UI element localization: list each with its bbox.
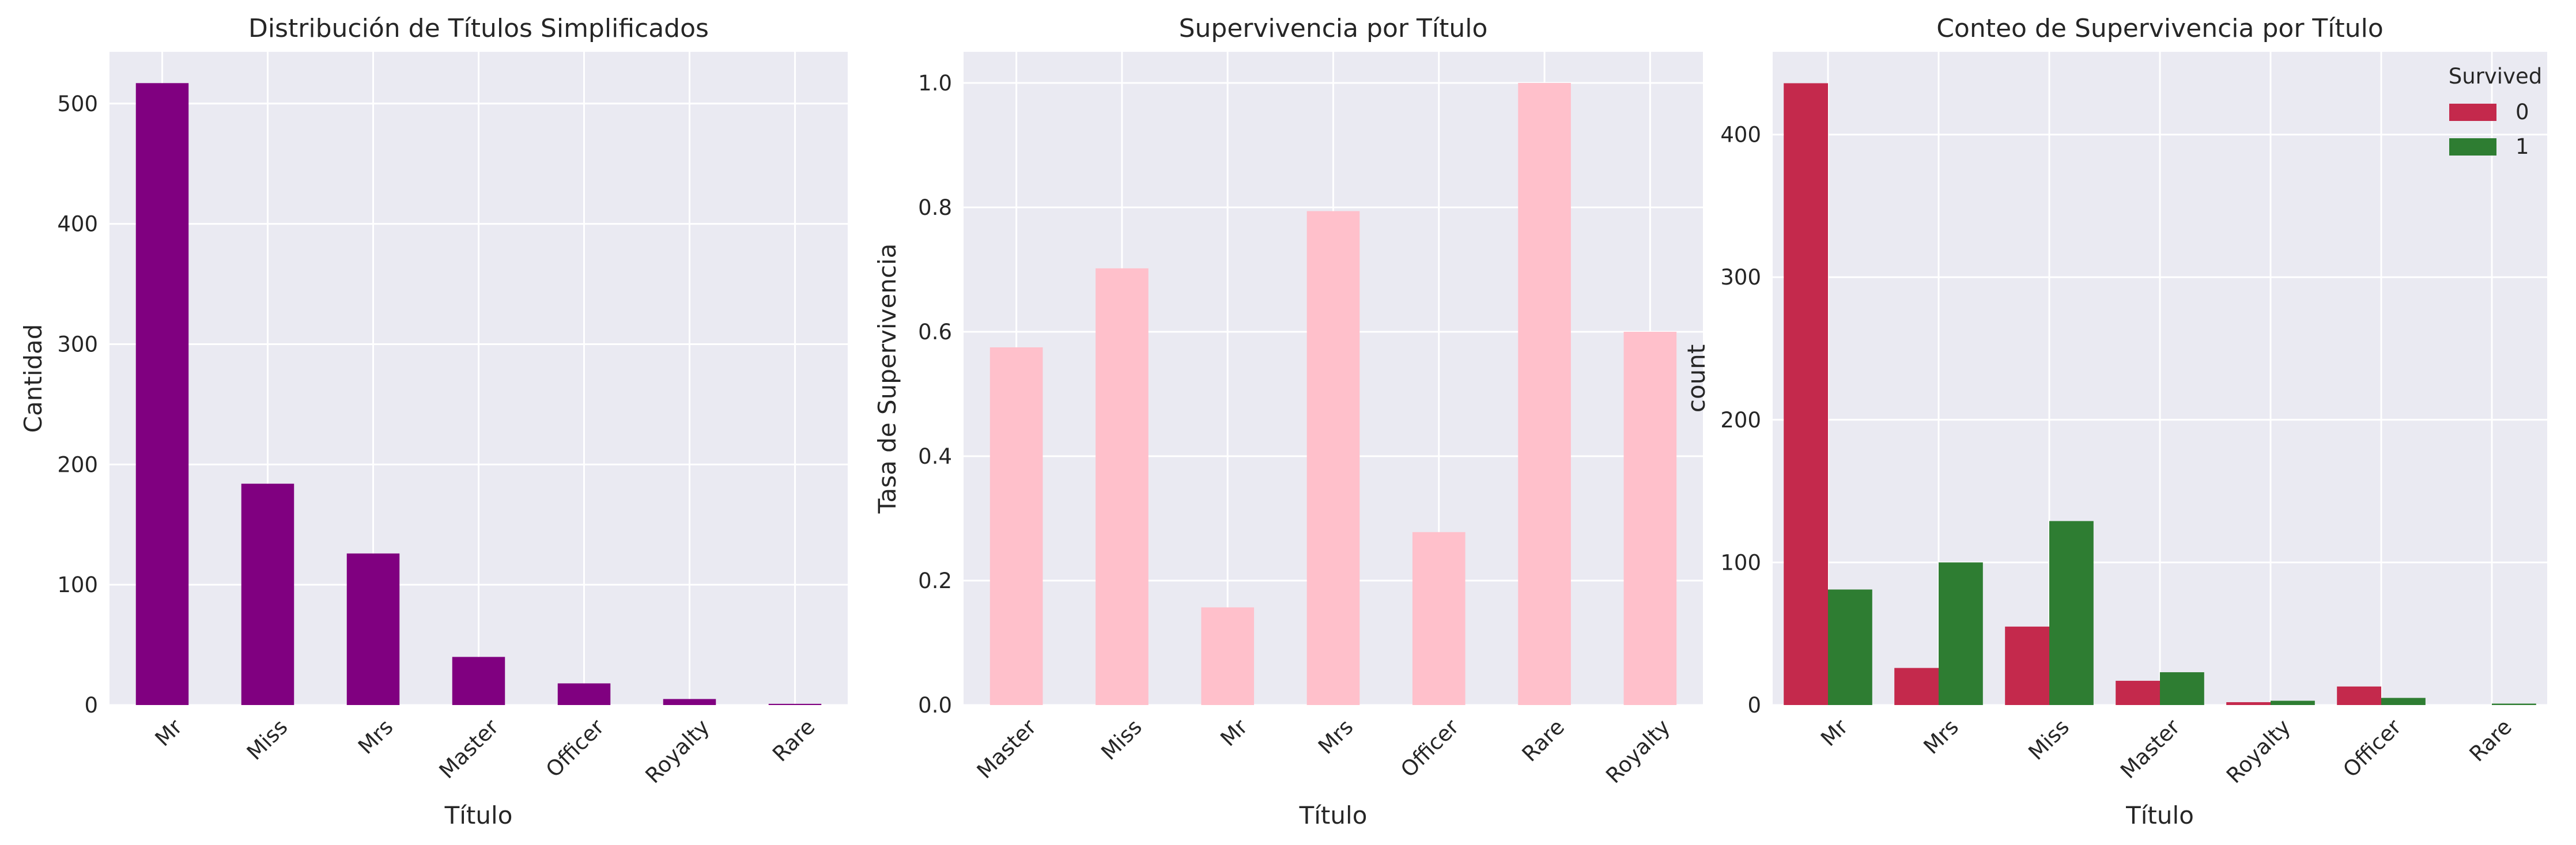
chart-title: Supervivencia por Título — [1179, 14, 1488, 43]
y-tick-label: 300 — [1720, 265, 1761, 290]
bar-series-0 — [1894, 668, 1939, 705]
x-tick-label: Miss — [2023, 714, 2074, 765]
bar-series-0 — [2337, 686, 2381, 705]
y-tick-label: 500 — [57, 92, 98, 116]
bar — [1518, 83, 1571, 705]
y-axis-label: Tasa de Supervivencia — [873, 244, 901, 514]
bar-series-1 — [2160, 672, 2204, 705]
x-tick-label: Miss — [1096, 714, 1147, 765]
x-tick-label: Mr — [150, 714, 187, 751]
x-tick-label: Mrs — [353, 714, 398, 759]
chart-title: Distribución de Títulos Simplificados — [248, 14, 709, 43]
x-tick-label: Mrs — [1313, 714, 1358, 759]
y-tick-label: 0.8 — [918, 195, 952, 220]
x-tick-label: Officer — [541, 714, 609, 782]
bar — [557, 683, 611, 705]
x-tick-label: Rare — [2465, 714, 2517, 766]
y-tick-label: 200 — [57, 452, 98, 477]
x-tick-label: Master — [972, 714, 1041, 783]
y-axis-label: count — [1682, 344, 1710, 413]
x-tick-label: Miss — [242, 714, 293, 765]
x-tick-label: Mrs — [1919, 714, 1963, 759]
y-tick-label: 200 — [1720, 408, 1761, 433]
y-tick-label: 1.0 — [918, 71, 952, 96]
y-tick-label: 0 — [1747, 693, 1761, 718]
bar — [241, 483, 294, 705]
chart-panel-3: 0 100 200 300 400 Mr Mrs Miss Master Royalty Offic… — [1682, 14, 2547, 829]
bar-series-1 — [2271, 700, 2315, 705]
y-tick-label: 400 — [1720, 123, 1761, 147]
legend-label-0: 0 — [2515, 100, 2529, 124]
x-axis-label: Título — [1299, 801, 1368, 829]
x-tick-label: Officer — [1396, 714, 1464, 782]
y-tick-label: 100 — [57, 573, 98, 597]
bar — [1201, 607, 1255, 705]
chart-panel-1: 0 100 200 300 400 500 Mr Miss Mrs Master Officer Ro… — [19, 14, 848, 829]
bar-series-1 — [2381, 698, 2426, 705]
bar — [663, 699, 716, 705]
bar-series-0 — [2116, 680, 2160, 705]
x-tick-label: Mr — [1215, 714, 1252, 751]
legend-swatch-1 — [2449, 138, 2496, 156]
y-tick-label: 0.6 — [918, 320, 952, 344]
bar — [989, 347, 1043, 705]
bar-series-1 — [2049, 521, 2094, 705]
x-tick-label: Rare — [768, 714, 819, 766]
bar — [1623, 332, 1677, 705]
legend-label-1: 1 — [2515, 134, 2529, 159]
x-axis-label: Título — [2125, 801, 2194, 829]
bar — [346, 553, 400, 705]
x-tick-label: Officer — [2338, 714, 2406, 782]
bar-series-0 — [1784, 83, 1828, 705]
chart-title: Conteo de Supervivencia por Título — [1936, 14, 2384, 43]
bar — [1306, 211, 1360, 706]
y-tick-label: 0 — [84, 693, 98, 718]
x-tick-label: Rare — [1517, 714, 1569, 766]
chart-panel-2: 0.0 0.2 0.4 0.6 0.8 1.0 Master Miss Mr Mrs Officer… — [873, 14, 1703, 829]
bar — [135, 83, 189, 705]
legend-swatch-0 — [2449, 104, 2496, 121]
y-tick-label: 400 — [57, 212, 98, 237]
legend: Survived 0 1 — [2449, 64, 2542, 159]
bar-series-0 — [2005, 626, 2049, 705]
bar — [768, 703, 822, 705]
x-tick-label: Royalty — [1601, 714, 1675, 788]
bar-series-1 — [2492, 703, 2536, 705]
x-tick-label: Royalty — [641, 714, 715, 788]
x-axis-label: Título — [444, 801, 513, 829]
bar-series-1 — [1939, 562, 1983, 705]
y-tick-label: 300 — [57, 332, 98, 357]
bar — [452, 657, 505, 705]
y-tick-label: 100 — [1720, 550, 1761, 575]
y-tick-label: 0.0 — [918, 693, 952, 718]
y-tick-label: 0.4 — [918, 444, 952, 469]
y-tick-label: 0.2 — [918, 569, 952, 593]
bar-series-0 — [2226, 702, 2271, 705]
x-tick-label: Royalty — [2222, 714, 2295, 788]
x-tick-label: Master — [2116, 714, 2185, 783]
bar — [1412, 532, 1465, 705]
bar — [1096, 268, 1149, 706]
legend-title: Survived — [2449, 64, 2542, 89]
y-axis-label: Cantidad — [19, 324, 47, 433]
x-tick-label: Mr — [1816, 714, 1853, 751]
x-tick-label: Master — [435, 714, 504, 783]
bar-series-1 — [1828, 589, 1872, 705]
